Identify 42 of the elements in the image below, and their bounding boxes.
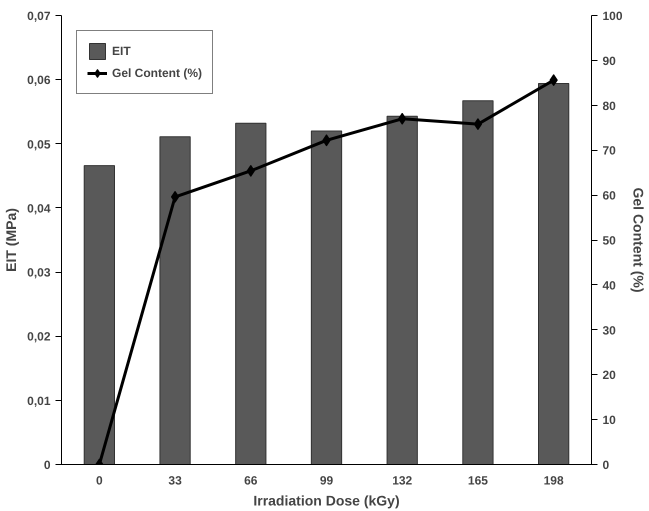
bar	[84, 165, 115, 464]
point	[170, 190, 180, 203]
y2-tick-label: 0	[602, 458, 610, 472]
y2-tick-label: 20	[602, 368, 616, 382]
x-axis-title: Irradiation Dose (kGy)	[253, 492, 400, 508]
x-tick-label: 0	[96, 474, 104, 488]
y2-tick-label: 30	[602, 323, 616, 338]
x-tick-label: 33	[168, 474, 182, 488]
legend-label: EIT	[112, 44, 132, 58]
bar	[538, 82, 570, 464]
x-tick-label: 198	[544, 474, 564, 488]
y2-tick-label: 90	[602, 54, 616, 68]
y-tick-label: 0	[44, 458, 51, 472]
y2-tick-label: 10	[602, 413, 616, 428]
point	[549, 74, 558, 86]
y2-tick-label: 50	[602, 234, 616, 248]
y2-tick-label: 40	[602, 278, 616, 292]
y-tick-label: 0,03	[27, 266, 51, 280]
bar	[235, 122, 266, 464]
y-tick-label: 0,02	[27, 330, 51, 344]
bar	[386, 116, 418, 464]
y2-tick-label: 70	[602, 144, 616, 158]
x-tick-label: 132	[392, 474, 413, 488]
y2-tick-label: 60	[602, 188, 616, 203]
y-tick-label: 0,07	[27, 9, 51, 23]
bar	[159, 136, 191, 464]
y-tick-label: 0,01	[27, 394, 51, 408]
bar	[310, 130, 342, 464]
y2-axis-title: Gel Content (%)	[630, 188, 647, 293]
x-tick-label: 99	[320, 474, 334, 488]
y-tick-label: 0,06	[27, 73, 51, 88]
x-tick-label: 66	[244, 474, 258, 488]
point	[322, 134, 331, 146]
y-tick-label: 0,04	[27, 201, 51, 216]
point	[474, 118, 482, 130]
legend-label: Gel Content (%)	[112, 66, 202, 80]
x-tick-label: 165	[468, 474, 488, 488]
y2-tick-label: 100	[602, 9, 623, 23]
y-axis-title: EIT (MPa)	[3, 208, 20, 272]
y2-tick-label: 80	[602, 98, 616, 113]
y-tick-label: 0,05	[27, 137, 51, 152]
bar	[462, 100, 494, 464]
